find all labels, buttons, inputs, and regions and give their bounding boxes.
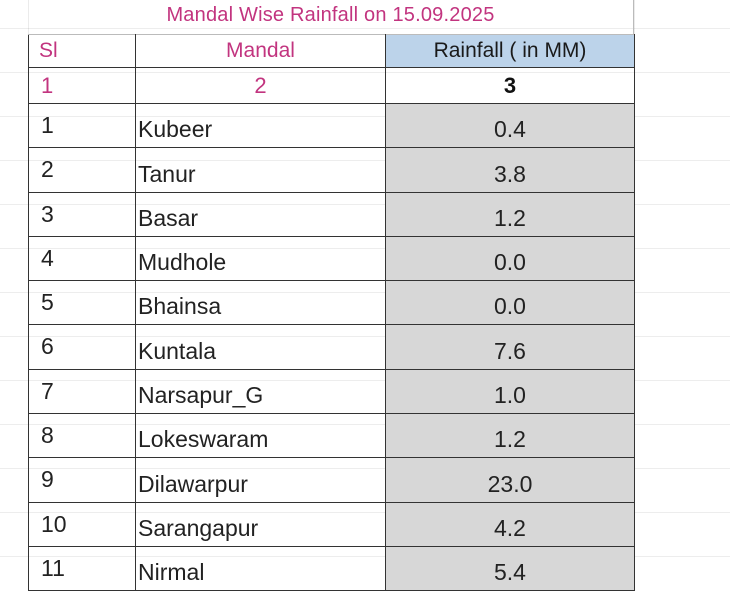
rainfall-cell[interactable]: 5.4 <box>385 545 635 591</box>
mandal-cell[interactable]: Mudhole <box>135 235 386 282</box>
sl-cell[interactable]: 2 <box>28 147 136 193</box>
mandal-cell[interactable]: Basar <box>135 191 386 237</box>
mandal-cell[interactable]: Lokeswaram <box>135 413 386 459</box>
sl-cell[interactable]: 4 <box>28 235 136 282</box>
rainfall-table: Sl Mandal Rainfall ( in MM) 1 2 3 1 Kubee… <box>28 34 635 591</box>
sl-cell[interactable]: 3 <box>28 191 136 237</box>
column-number-cell[interactable]: 3 <box>385 67 635 104</box>
table-row: 7 Narsapur_G 1.0 <box>28 368 635 415</box>
sl-cell[interactable]: 7 <box>28 368 136 415</box>
rainfall-cell[interactable]: 23.0 <box>385 457 635 503</box>
table-row: 11 Nirmal 5.4 <box>28 545 635 591</box>
rainfall-cell[interactable]: 1.2 <box>385 191 635 237</box>
header-mandal[interactable]: Mandal <box>135 34 386 68</box>
sl-cell[interactable]: 10 <box>28 501 136 547</box>
rainfall-cell[interactable]: 0.0 <box>385 280 635 326</box>
rainfall-cell[interactable]: 7.6 <box>385 324 635 370</box>
mandal-cell[interactable]: Narsapur_G <box>135 368 386 415</box>
sl-cell[interactable]: 9 <box>28 457 136 503</box>
mandal-cell[interactable]: Kuntala <box>135 324 386 370</box>
mandal-cell[interactable]: Bhainsa <box>135 280 386 326</box>
table-row: 4 Mudhole 0.0 <box>28 235 635 282</box>
table-row: 3 Basar 1.2 <box>28 191 635 237</box>
rainfall-cell[interactable]: 0.0 <box>385 235 635 282</box>
table-row: 2 Tanur 3.8 <box>28 147 635 193</box>
table-row: 6 Kuntala 7.6 <box>28 324 635 370</box>
rainfall-cell[interactable]: 0.4 <box>385 102 635 149</box>
sl-cell[interactable]: 1 <box>28 102 136 149</box>
rainfall-cell[interactable]: 3.8 <box>385 147 635 193</box>
header-rainfall[interactable]: Rainfall ( in MM) <box>385 34 635 68</box>
table-row: 10 Sarangapur 4.2 <box>28 501 635 547</box>
header-row: Sl Mandal Rainfall ( in MM) <box>28 34 635 68</box>
column-number-cell[interactable]: 1 <box>28 67 136 104</box>
rainfall-cell[interactable]: 1.0 <box>385 368 635 415</box>
sl-cell[interactable]: 8 <box>28 413 136 459</box>
sheet-column-line <box>634 0 635 591</box>
sheet-title: Mandal Wise Rainfall on 15.09.2025 <box>28 0 634 34</box>
table-row: 5 Bhainsa 0.0 <box>28 280 635 326</box>
mandal-cell[interactable]: Nirmal <box>135 545 386 591</box>
table-row: 1 Kubeer 0.4 <box>28 102 635 149</box>
rainfall-cell[interactable]: 1.2 <box>385 413 635 459</box>
table-row: 9 Dilawarpur 23.0 <box>28 457 635 503</box>
header-sl[interactable]: Sl <box>28 34 136 68</box>
mandal-cell[interactable]: Dilawarpur <box>135 457 386 503</box>
table-row: 8 Lokeswaram 1.2 <box>28 413 635 459</box>
rainfall-cell[interactable]: 4.2 <box>385 501 635 547</box>
mandal-cell[interactable]: Tanur <box>135 147 386 193</box>
mandal-cell[interactable]: Sarangapur <box>135 501 386 547</box>
column-number-cell[interactable]: 2 <box>135 67 386 104</box>
sl-cell[interactable]: 5 <box>28 280 136 326</box>
mandal-cell[interactable]: Kubeer <box>135 102 386 149</box>
sl-cell[interactable]: 6 <box>28 324 136 370</box>
sl-cell[interactable]: 11 <box>28 545 136 591</box>
column-number-row: 1 2 3 <box>28 67 635 104</box>
